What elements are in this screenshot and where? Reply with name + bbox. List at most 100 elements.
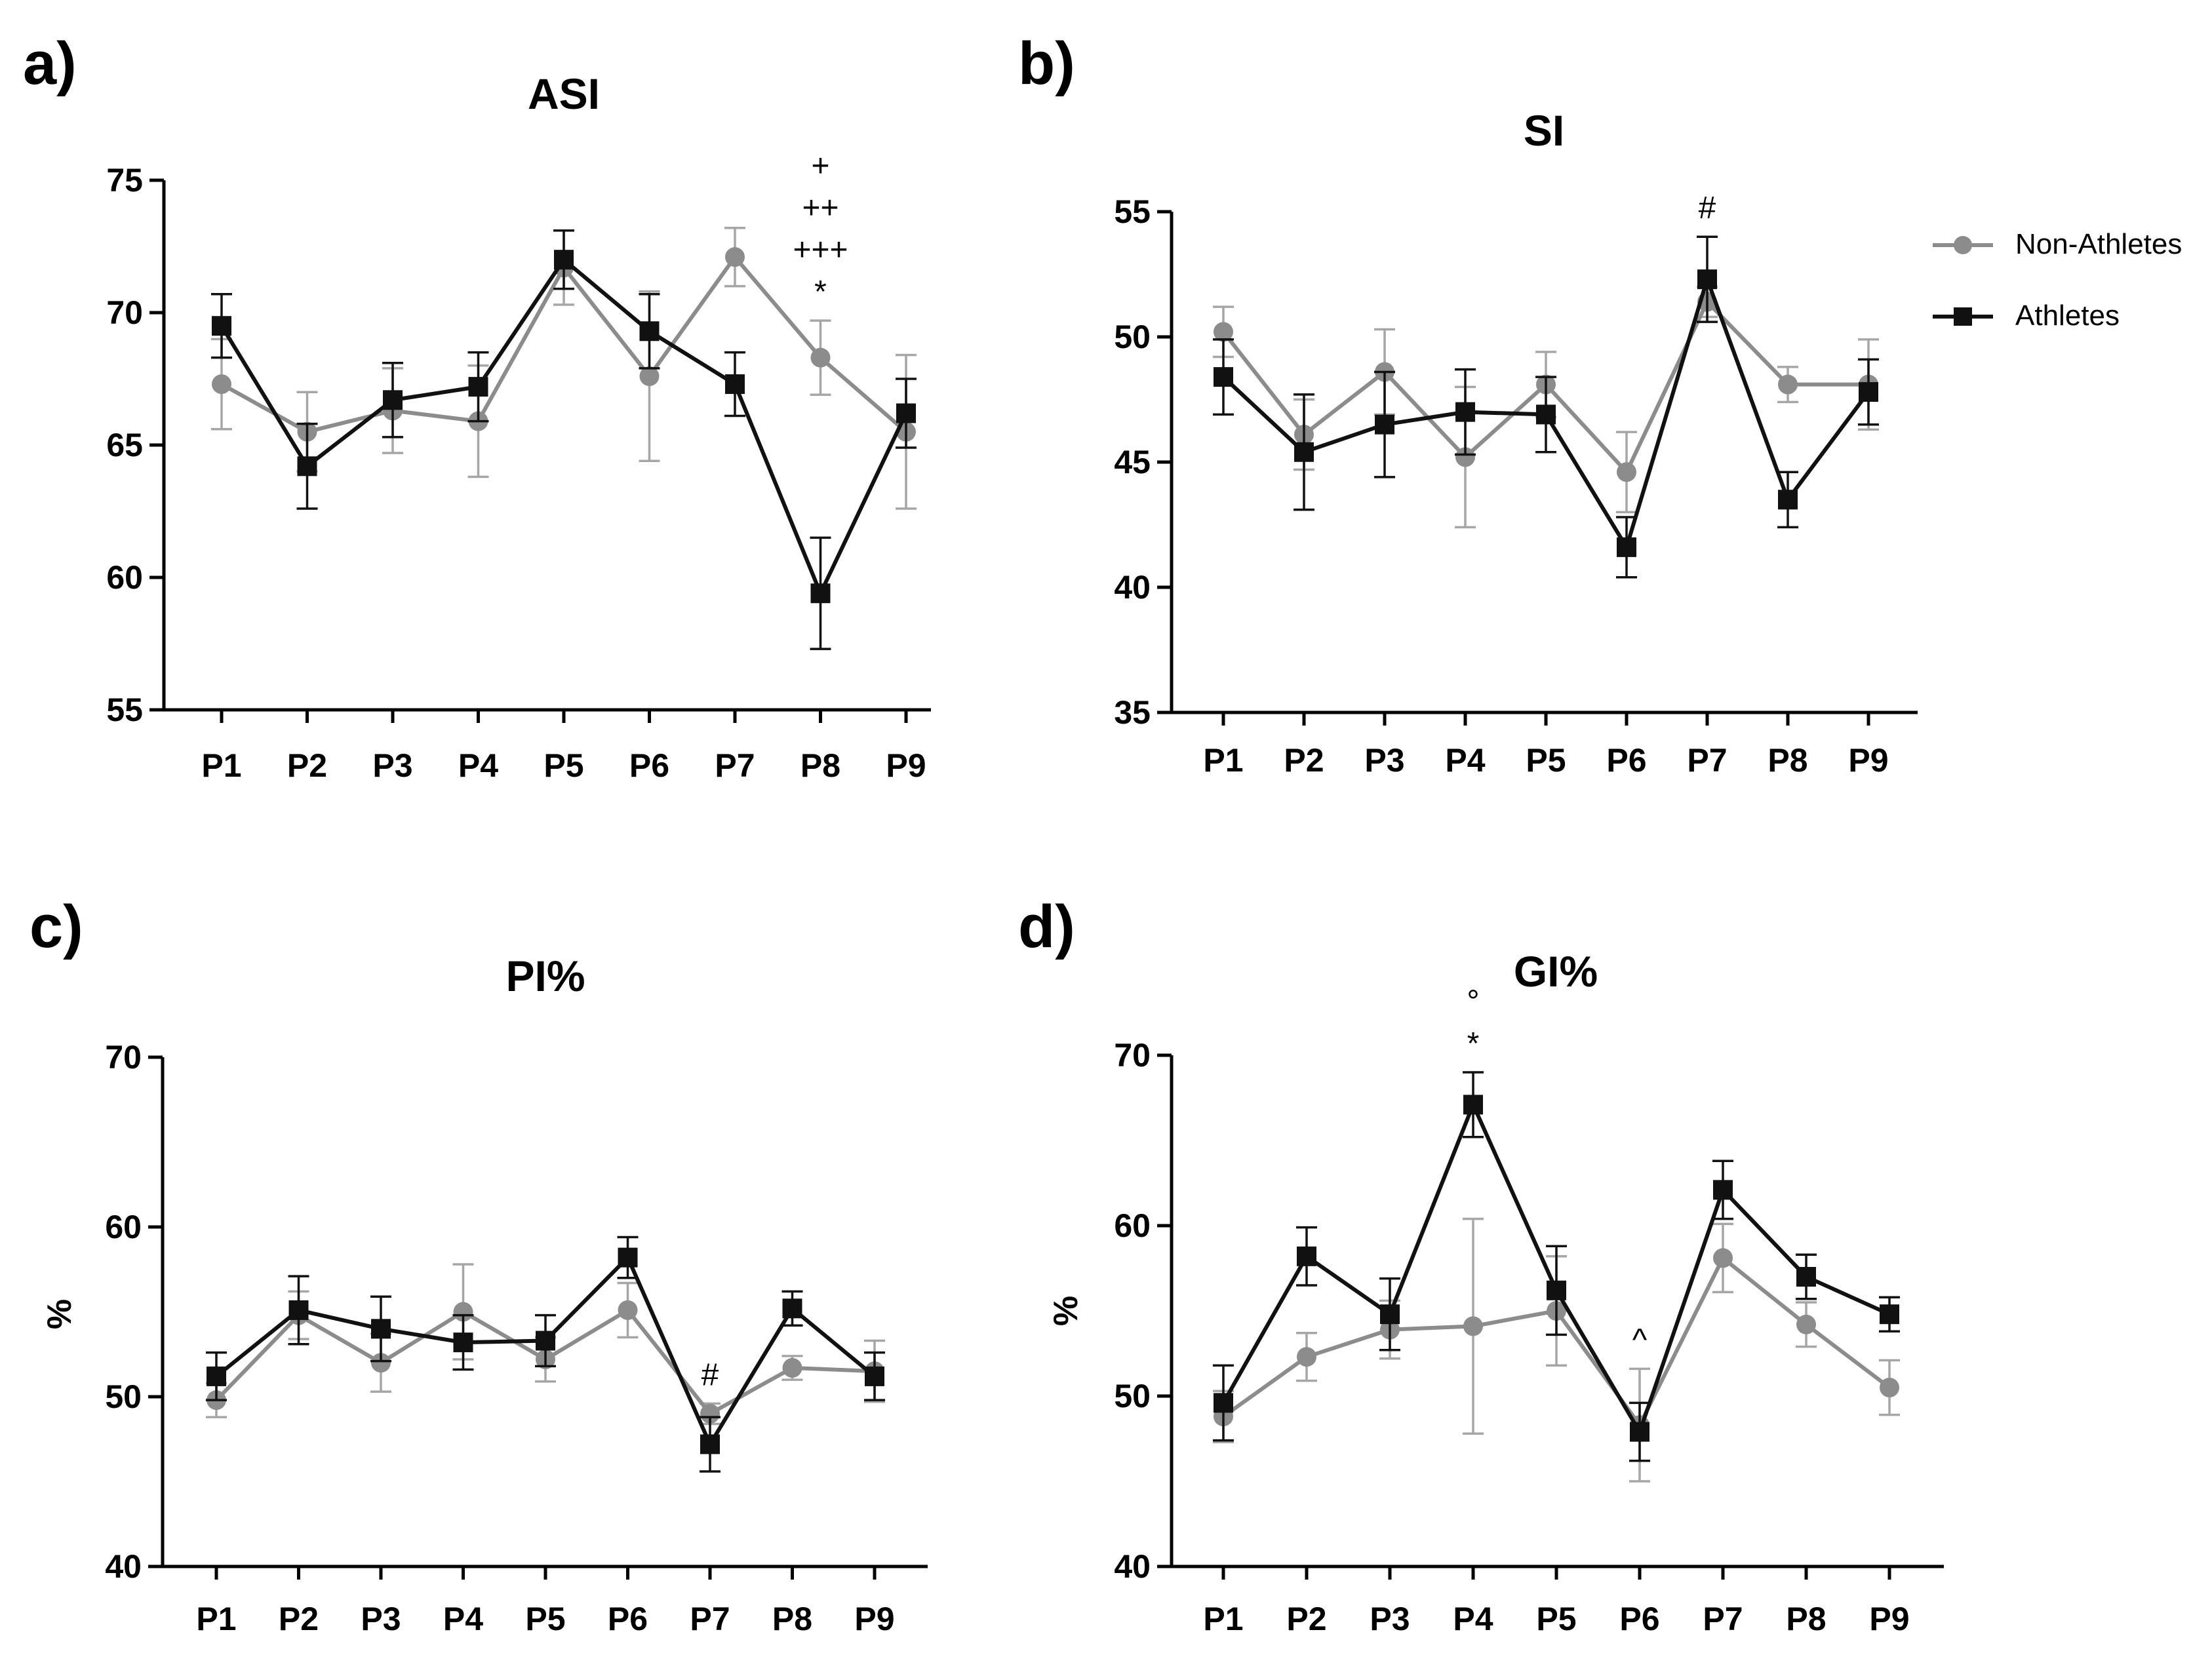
panel-b-title: SI: [1524, 106, 1564, 155]
panel-d-ytick-label: 40: [1114, 1548, 1151, 1585]
panel-b-athletes-point: [1697, 269, 1717, 290]
panel-c-non-athletes-point: [700, 1403, 720, 1424]
panel-c-xtick-label: P9: [854, 1601, 894, 1637]
panel-a-athletes-point: [725, 374, 745, 395]
panel-b-xtick-label: P1: [1203, 742, 1243, 779]
panel-a-xtick-label: P7: [715, 747, 755, 784]
panel-b-athletes-point: [1455, 402, 1475, 422]
panel-b-ytick-label: 40: [1114, 569, 1151, 606]
panel-a-xtick-label: P8: [800, 747, 840, 784]
panel-a-ytick-label: 65: [106, 427, 143, 463]
legend-athletes-marker: [1954, 307, 1972, 326]
panel-d-athletes-point: [1880, 1304, 1899, 1325]
panel-a-xtick-label: P1: [201, 747, 241, 784]
panel-d-athletes-point: [1380, 1304, 1400, 1325]
panel-b-annotation: #: [1699, 191, 1716, 225]
panel-d-athletes-point: [1630, 1422, 1649, 1442]
panel-c-non-athletes-point: [371, 1353, 391, 1373]
legend: Non-Athletes Athletes: [1933, 228, 2182, 332]
panel-c: c) PI% % 40 50 60 70 P1 P2 P3 P4 P5 P6 P7 P8 P9 #: [30, 893, 928, 1637]
panel-c-non-athletes-point: [453, 1302, 473, 1322]
panel-d-xtick-label: P1: [1203, 1601, 1243, 1637]
panel-c-xtick-label: P4: [443, 1601, 483, 1637]
panel-a-ytick-label: 75: [106, 162, 143, 199]
panel-a-ytick-label: 60: [106, 559, 143, 596]
panel-d-ylabel: %: [1047, 1296, 1085, 1326]
panel-d-annotation: *: [1467, 1026, 1480, 1061]
panel-b-athletes-point: [1294, 442, 1314, 462]
panel-b-ytick-label: 50: [1114, 319, 1151, 355]
panel-c-letter: c): [30, 893, 83, 960]
panel-b-athletes-point: [1617, 537, 1636, 557]
panel-a-non-athletes-point: [810, 347, 831, 368]
panel-b-xtick-label: P7: [1687, 742, 1727, 779]
panel-c-ylabel: %: [41, 1299, 79, 1329]
panel-d-non-athletes-point: [1880, 1378, 1899, 1397]
panel-d-athletes-point: [1713, 1180, 1733, 1200]
panel-c-ytick-label: 60: [105, 1209, 142, 1245]
panel-c-title: PI%: [505, 952, 585, 1000]
panel-b-athletes-point: [1536, 404, 1556, 425]
panel-b-ytick-label: 45: [1114, 444, 1151, 480]
panel-a-athletes-point: [896, 403, 916, 423]
panel-c-athletes-point: [207, 1366, 226, 1386]
panel-a-athletes-point: [468, 377, 488, 397]
panel-d-xtick-label: P2: [1286, 1601, 1326, 1637]
panel-a-annotation: ++: [802, 191, 839, 225]
panel-a-title: ASI: [528, 69, 600, 118]
panel-c-xtick-label: P7: [690, 1601, 730, 1637]
panel-d-athletes-point: [1547, 1280, 1566, 1300]
panel-b-ytick-label: 55: [1114, 193, 1151, 230]
panel-a-ytick-label: 55: [106, 691, 143, 728]
panel-a-letter: a): [23, 30, 77, 97]
panel-b-athletes-point: [1778, 490, 1798, 510]
panel-c-athletes-point: [782, 1298, 802, 1319]
panel-b-ytick-label: 35: [1114, 694, 1151, 731]
panel-b-xtick-label: P6: [1606, 742, 1646, 779]
panel-a-non-athletes-point: [212, 374, 231, 395]
panel-d-annotation: ^: [1632, 1323, 1648, 1357]
panel-d-athletes-point: [1796, 1267, 1816, 1287]
panel-a-athletes-point: [383, 390, 403, 410]
panel-a-athletes-point: [810, 583, 831, 604]
panel-a-athletes-point: [554, 250, 574, 270]
panel-c-athletes-point: [453, 1332, 473, 1353]
panel-b-athletes-point: [1214, 367, 1233, 387]
panel-d-athletes-point: [1463, 1095, 1483, 1115]
panel-b-xtick-label: P9: [1848, 742, 1888, 779]
panel-c-athletes-point: [371, 1319, 391, 1339]
panel-c-xtick-label: P5: [525, 1601, 565, 1637]
panel-d-xtick-label: P9: [1869, 1601, 1909, 1637]
panel-d-non-athletes-point: [1463, 1316, 1483, 1336]
panel-b-non-athletes-point: [1214, 322, 1233, 342]
panel-b-non-athletes-point: [1617, 462, 1636, 482]
panel-c-annotation: #: [701, 1357, 719, 1392]
panel-a-athletes-point: [639, 321, 660, 341]
panel-d: d) GI% % 40 50 60 70 P1 P2 P3 P4 P5 P6 P7 P8 P9 ° * ^: [1018, 893, 1944, 1637]
panel-b-xtick-label: P5: [1526, 742, 1566, 779]
panel-d-xtick-label: P4: [1453, 1601, 1493, 1637]
panel-a-athletes-point: [297, 456, 317, 476]
panel-d-athletes-point: [1214, 1393, 1233, 1413]
panel-c-xtick-label: P2: [279, 1601, 319, 1637]
panel-b-xtick-label: P4: [1445, 742, 1485, 779]
panel-a-annotation: +++: [793, 233, 848, 267]
panel-b-non-athletes-point: [1455, 447, 1475, 467]
panel-d-xtick-label: P8: [1786, 1601, 1826, 1637]
panel-c-ytick-label: 50: [105, 1378, 142, 1415]
panel-c-athletes-point: [288, 1300, 309, 1320]
panel-c-athletes-point: [700, 1434, 720, 1454]
panel-d-letter: d): [1018, 893, 1075, 960]
panel-b-xtick-label: P8: [1768, 742, 1807, 779]
panel-b-athletes-point: [1375, 414, 1394, 435]
panel-a-xtick-label: P2: [287, 747, 327, 784]
panel-c-xtick-label: P6: [608, 1601, 648, 1637]
panel-d-xtick-label: P3: [1370, 1601, 1410, 1637]
panel-c-athletes-point: [536, 1331, 555, 1351]
legend-non-athletes-marker: [1954, 236, 1972, 254]
panel-a-xtick-label: P6: [629, 747, 669, 784]
panel-c-xtick-label: P8: [772, 1601, 812, 1637]
panel-c-non-athletes-point: [782, 1357, 802, 1378]
